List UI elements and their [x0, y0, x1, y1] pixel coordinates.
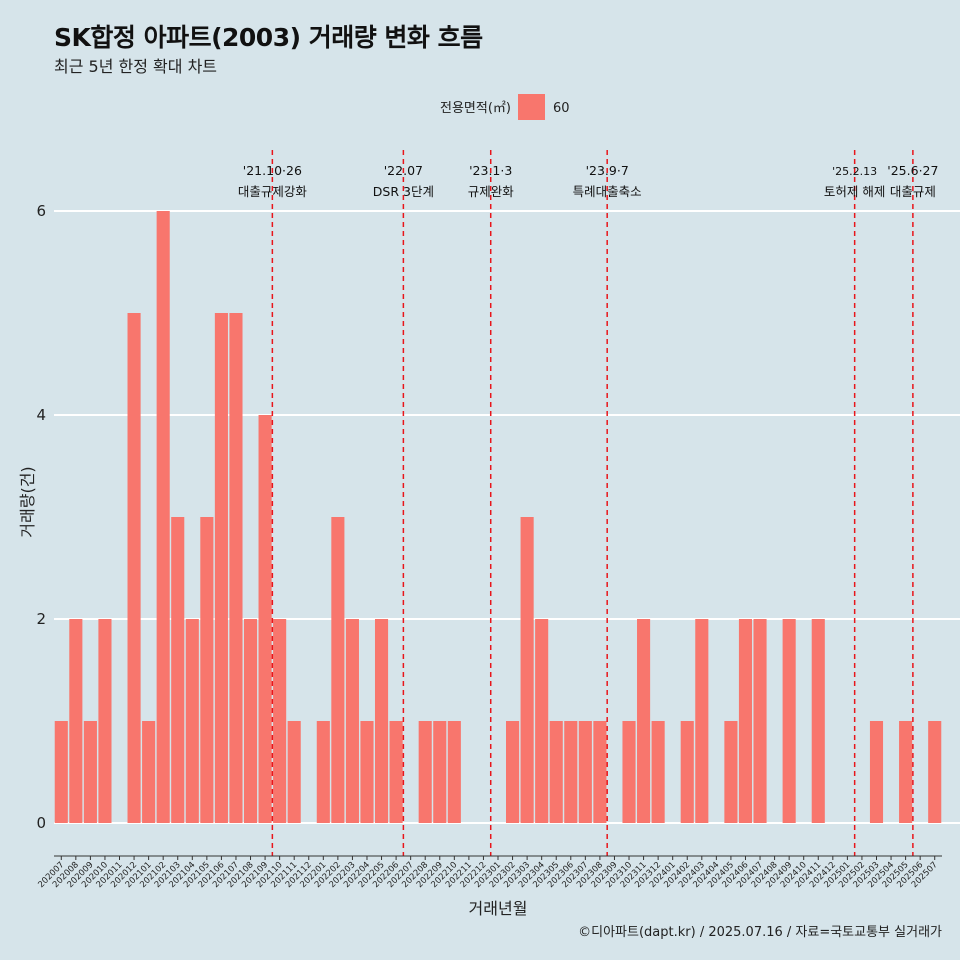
legend: 전용면적(㎡) 60 [440, 94, 570, 120]
event-date-label: '23.9·7 [586, 163, 629, 178]
event-desc-label: 특례대출축소 [573, 184, 642, 199]
bar [680, 721, 694, 823]
bar [54, 721, 68, 823]
bar [637, 619, 651, 823]
bar [578, 721, 592, 823]
bars [54, 211, 942, 823]
y-axis-title: 거래량(건) [18, 466, 37, 537]
bar [928, 721, 942, 823]
bar [214, 313, 228, 823]
bar [229, 313, 243, 823]
bar [273, 619, 287, 823]
bar [506, 721, 520, 823]
bar [811, 619, 825, 823]
bar [185, 619, 199, 823]
bar [127, 313, 141, 823]
bar [243, 619, 258, 823]
bar [433, 721, 447, 823]
bar [695, 619, 709, 823]
bar [418, 721, 432, 823]
bar [622, 721, 636, 823]
bar [156, 211, 170, 823]
legend-title: 전용면적(㎡) [440, 101, 511, 116]
bar [447, 721, 461, 823]
event-date-label: '21.10·26 [243, 163, 302, 178]
bar [738, 619, 753, 823]
event-desc-label: 대출규제 [890, 184, 936, 199]
bar [258, 415, 272, 823]
bar [549, 721, 563, 823]
source-caption: ©디아파트(dapt.kr) / 2025.07.16 / 자료=국토교통부 실… [578, 925, 942, 940]
bar [98, 619, 112, 823]
bar [287, 721, 301, 823]
bar [316, 721, 330, 823]
bar [83, 721, 97, 823]
bar [869, 721, 884, 823]
y-tick-label: 0 [36, 814, 46, 832]
y-tick-label: 6 [36, 202, 46, 220]
bar [171, 517, 185, 823]
event-date-label: '23.1·3 [469, 163, 512, 178]
event-date-label: '25.6·27 [887, 163, 938, 178]
event-date-label: '25.2.13 [832, 165, 877, 178]
bar [593, 721, 607, 823]
bar [753, 619, 767, 823]
bar [69, 619, 83, 823]
x-axis: 2020072020082020092020102020112020122021… [36, 855, 942, 890]
chart-title: SK합정 아파트(2003) 거래량 변화 흐름 [54, 23, 483, 52]
bar [782, 619, 796, 823]
legend-swatch [518, 94, 545, 120]
y-tick-label: 4 [36, 406, 46, 424]
y-axis-ticks: 0 2 4 6 [36, 202, 46, 832]
bar [724, 721, 738, 823]
event-lines: '21.10·26 대출규제강화 '22.07 DSR 3단계 '23.1·3 규제완화 '… [238, 150, 938, 856]
x-axis-title: 거래년월 [469, 899, 528, 918]
bar [345, 619, 359, 823]
bar [142, 721, 156, 823]
bar [535, 619, 549, 823]
event-desc-label: 대출규제강화 [238, 184, 308, 199]
bar [899, 721, 913, 823]
bar [564, 721, 578, 823]
bar [200, 517, 214, 823]
y-tick-label: 2 [36, 610, 46, 628]
bar [389, 721, 403, 823]
event-desc-label: DSR 3단계 [373, 184, 434, 199]
legend-entry: 60 [553, 101, 570, 116]
event-desc-label: 규제완화 [468, 184, 515, 199]
bar [374, 619, 389, 823]
event-date-label: '22.07 [384, 163, 423, 178]
bar [651, 721, 665, 823]
bar [331, 517, 345, 823]
bar [360, 721, 374, 823]
bar [520, 517, 534, 823]
event-desc-label: 토허제 해제 [824, 184, 885, 199]
chart-subtitle: 최근 5년 한정 확대 차트 [54, 57, 218, 76]
